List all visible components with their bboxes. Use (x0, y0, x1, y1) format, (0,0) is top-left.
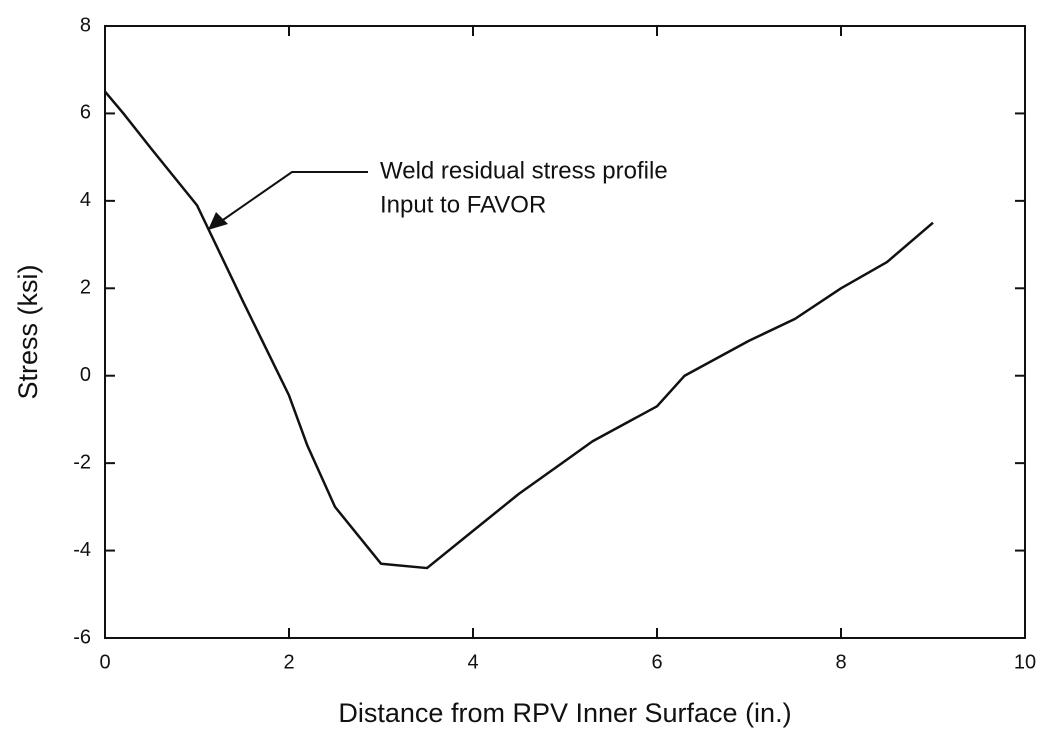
x-tick-label: 4 (467, 651, 478, 673)
plot-frame (104, 25, 1026, 639)
x-tick-label: 8 (835, 651, 846, 673)
y-tick-label: 0 (80, 364, 91, 386)
y-axis-label: Stress (ksi) (13, 265, 43, 400)
data-line (104, 90, 934, 570)
y-tick-label: 4 (80, 189, 91, 211)
annotation: Input to FAVOR (380, 191, 546, 218)
y-tick-label: 2 (80, 277, 91, 299)
x-tick-label: 0 (99, 651, 110, 673)
y-tick-label: 6 (80, 102, 91, 124)
x-tick-label: 2 (283, 651, 294, 673)
x-tick-label: 10 (1014, 651, 1036, 673)
x-tick-label: 6 (651, 651, 662, 673)
y-tick-label: -6 (73, 626, 91, 648)
y-tick-label: -2 (73, 451, 91, 473)
annotation-arrow (219, 171, 368, 223)
x-axis-label: Distance from RPV Inner Surface (in.) (338, 698, 791, 728)
y-tick-label: -4 (73, 539, 91, 561)
y-tick-label: 8 (80, 14, 91, 36)
arrow-head (208, 212, 228, 230)
annotation: Weld residual stress profile (380, 157, 668, 184)
